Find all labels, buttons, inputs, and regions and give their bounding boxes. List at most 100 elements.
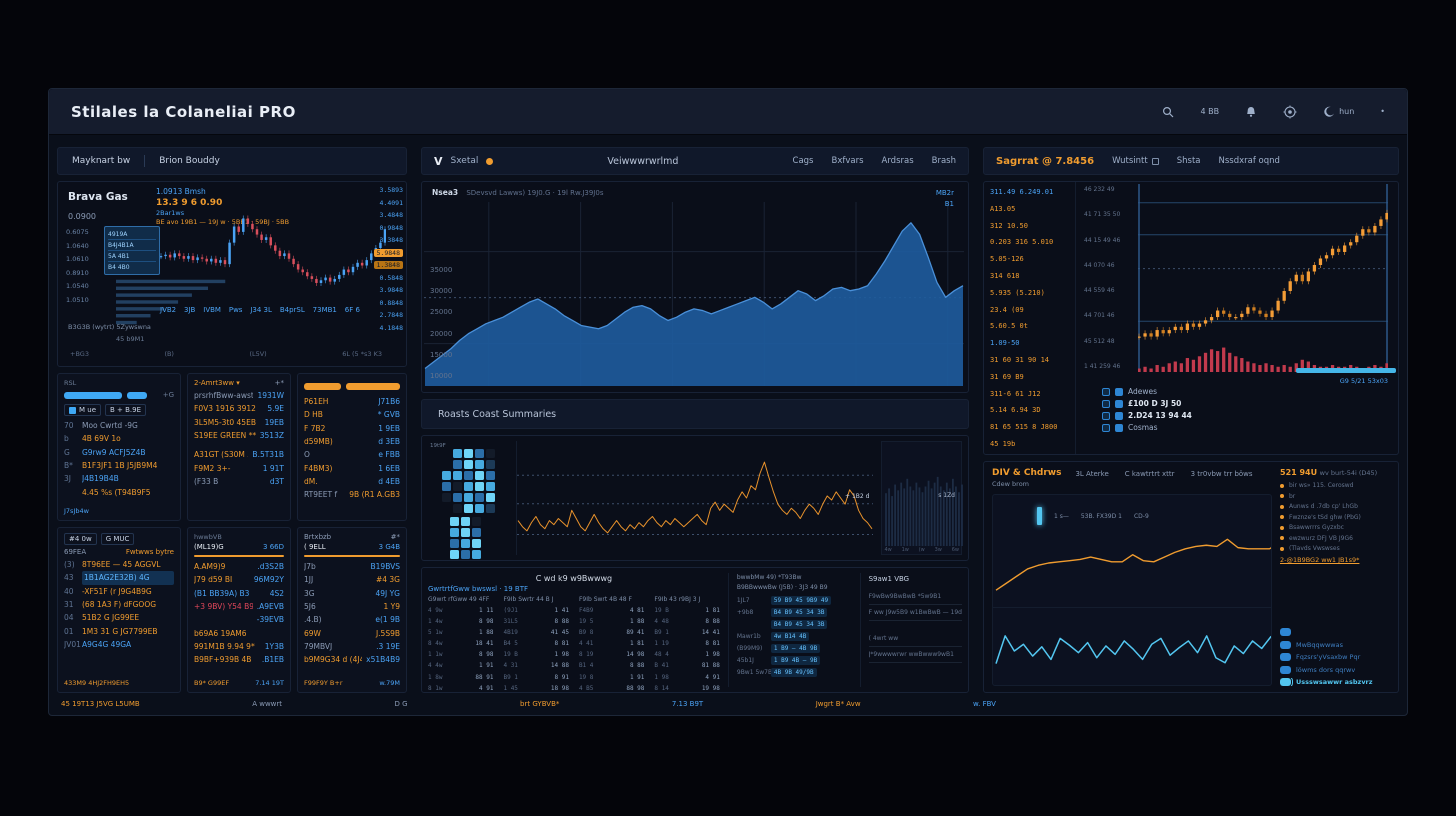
range-button[interactable]: Ardsras bbox=[881, 156, 914, 166]
ladder-price[interactable]: 2.7848 bbox=[379, 311, 403, 320]
tab-market[interactable]: Mayknart bw bbox=[72, 156, 131, 166]
app-link[interactable]: Fqzsrs'yVsaxbw Pqr bbox=[1280, 653, 1392, 661]
quote-row[interactable]: 23.4 (09 bbox=[990, 305, 1024, 314]
quote-row[interactable]: 1.09-50 bbox=[990, 339, 1020, 348]
ladder-price[interactable]: 0.9848 bbox=[379, 223, 403, 232]
quote-list: 311.49 6.249.01 A13.05 312 10.50 0.203 316 … bbox=[984, 182, 1076, 454]
card-title[interactable]: 2-Amrt3ww ▾ bbox=[194, 379, 240, 387]
card-plus[interactable]: #* bbox=[390, 533, 400, 541]
sidebar-link[interactable]: 2-@1B9BG2 ww1 JB1s9* bbox=[1280, 556, 1360, 564]
range-button[interactable]: Cags bbox=[792, 156, 814, 166]
panel-tab[interactable]: 3L Aterke bbox=[1075, 470, 1109, 478]
tab-watchlist[interactable]: Brion Bouddy bbox=[159, 156, 220, 166]
symbol-name[interactable]: Sxetal bbox=[450, 156, 479, 166]
quote-row[interactable]: 312 10.50 bbox=[990, 221, 1028, 230]
quote-row[interactable]: 5.60.5 0t bbox=[990, 322, 1028, 331]
chip-right[interactable]: G MUC bbox=[100, 533, 135, 545]
cell-a: 19 B bbox=[503, 651, 518, 659]
app-link[interactable]: löwms dors qqrwv bbox=[1280, 665, 1392, 674]
cell-a: B9 1 bbox=[654, 629, 669, 637]
app-link[interactable]: MwBqqwwwas bbox=[1280, 640, 1392, 649]
panel-tab[interactable]: C kawtrtrt xttr bbox=[1124, 470, 1175, 478]
chart-scrollbar[interactable] bbox=[1296, 368, 1396, 373]
legend-row[interactable]: £100 D 3J 50 bbox=[1102, 399, 1398, 408]
quote-row[interactable]: 31 69 B9 bbox=[990, 372, 1024, 381]
ladder-price[interactable]: 0.5848 bbox=[379, 273, 403, 282]
summary-line-chart[interactable] bbox=[517, 441, 874, 555]
app-link[interactable]: Ussswsawwr asbzvrz bbox=[1280, 678, 1392, 686]
quote-row[interactable]: 5.14 6.94 3D bbox=[990, 406, 1041, 415]
tooltip-line: 5A 4B1 bbox=[108, 251, 156, 262]
card-plus[interactable]: +* bbox=[274, 379, 284, 387]
left-candlestick-chart[interactable] bbox=[160, 190, 386, 302]
data-row: +3 9BV) Y54 B9B .A9EVB bbox=[194, 600, 284, 613]
tab-orders[interactable]: Nssdxraf oqnd bbox=[1218, 156, 1280, 166]
bullet-item[interactable]: (Tlavds Vwswses bbox=[1280, 545, 1392, 552]
legend-row[interactable]: 2.D24 13 94 44 bbox=[1102, 411, 1398, 420]
trend-line-chart[interactable] bbox=[995, 517, 1272, 609]
bell-icon[interactable] bbox=[1245, 106, 1257, 118]
ladder-price[interactable]: 3.4848 bbox=[379, 211, 403, 220]
table-row: B1 4 8 88 bbox=[579, 660, 644, 671]
quote-row[interactable]: 31 60 31 90 14 bbox=[990, 355, 1050, 364]
moon-icon[interactable]: hun bbox=[1323, 106, 1354, 118]
symbol-dropdown[interactable]: V bbox=[434, 154, 443, 168]
bullet-item[interactable]: Fwznze's tSd ghw (PbG) bbox=[1280, 514, 1392, 521]
bullet-item[interactable]: ewzwurz DFJ VB J9G6 bbox=[1280, 535, 1392, 542]
main-area-chart[interactable] bbox=[424, 202, 964, 386]
footer-right: w.79M bbox=[379, 679, 400, 687]
ladder-price[interactable]: 4.1848 bbox=[379, 323, 403, 332]
table-row: B9 1 8 91 bbox=[503, 672, 568, 683]
bullet-item[interactable]: br bbox=[1280, 493, 1392, 500]
bullet-item[interactable]: Aunws d .7db cp' LhGb bbox=[1280, 503, 1392, 510]
quote-row[interactable]: 81 65 515 8 J800 bbox=[990, 423, 1058, 432]
chip-left[interactable]: M ue bbox=[64, 404, 102, 416]
quote-row[interactable]: 45 19b bbox=[990, 439, 1016, 448]
oscillator-wave-chart[interactable] bbox=[995, 623, 1272, 679]
ladder-price[interactable]: 0.8848 bbox=[379, 298, 403, 307]
more-icon[interactable]: • bbox=[1380, 107, 1385, 116]
panel-tabs: 3L Aterke C kawtrtrt xttr 3 tr0vbw trr böw… bbox=[1075, 468, 1252, 478]
more-dot: • bbox=[1380, 107, 1385, 116]
y-axis-label: 30000 bbox=[430, 287, 453, 296]
settings-icon[interactable] bbox=[1283, 105, 1297, 119]
ladder-price[interactable]: 1.3848 bbox=[373, 261, 403, 270]
data-row: D HB * GVB bbox=[304, 408, 400, 421]
panel-tab[interactable]: 3 tr0vbw trr böws bbox=[1190, 470, 1253, 478]
chip-left[interactable]: #4 0w bbox=[64, 533, 97, 545]
progress-bar-short bbox=[127, 391, 147, 399]
tab-watchlist-right[interactable]: Wutsintt bbox=[1112, 156, 1159, 166]
row-label: 3G bbox=[304, 588, 315, 598]
chip-right[interactable]: B + B.9E bbox=[105, 404, 147, 416]
quote-row[interactable]: 5.05-126 bbox=[990, 255, 1024, 264]
search-icon[interactable] bbox=[1162, 106, 1174, 118]
app-link[interactable] bbox=[1280, 628, 1392, 636]
app-links: MwBqqwwwas Fqzsrs'yVsaxbw Pqr löwms dors q… bbox=[1280, 628, 1392, 686]
legend-row[interactable]: Adewes bbox=[1102, 387, 1398, 396]
quote-row[interactable]: 5.935 (5.210) bbox=[990, 288, 1045, 297]
range-button[interactable]: Bxfvars bbox=[831, 156, 864, 166]
right-candlestick-chart[interactable] bbox=[1138, 184, 1388, 372]
cell-a: 4B19 bbox=[503, 629, 518, 637]
bullet-item[interactable]: bir ws» 115. Ceroswd bbox=[1280, 482, 1392, 489]
data-row: b9M9G34 d (4J4B9 x51B4B9 bbox=[304, 653, 400, 666]
bullet-item[interactable]: Bsawwrrrs Gyzxbc bbox=[1280, 524, 1392, 531]
tab-share[interactable]: Shsta bbox=[1176, 156, 1201, 166]
quote-row[interactable]: 314 618 bbox=[990, 271, 1020, 280]
legend-info: SDevsvd Lawws) 19J0.G · 19l Rw.J39J0s bbox=[466, 189, 604, 197]
ladder-price[interactable]: 5.9848 bbox=[373, 248, 403, 257]
ladder-price[interactable]: 3.3848 bbox=[379, 236, 403, 245]
notification-badge[interactable]: 4 BB bbox=[1200, 107, 1219, 116]
ladder-price[interactable]: 4.4091 bbox=[379, 198, 403, 207]
ladder-price[interactable]: 3.5893 bbox=[379, 186, 403, 194]
range-button[interactable]: Brash bbox=[931, 156, 956, 166]
card-footer: B9* G99EF 7.14 19T bbox=[194, 679, 284, 687]
legend-row[interactable]: Cosmas bbox=[1102, 423, 1398, 432]
quote-row[interactable]: A13.05 bbox=[990, 204, 1016, 213]
ladder-price[interactable]: 3.9848 bbox=[379, 286, 403, 295]
add-button[interactable]: +G bbox=[162, 391, 174, 399]
quote-row[interactable]: 0.203 316 5.010 bbox=[990, 238, 1054, 247]
cloud-icon bbox=[1280, 678, 1293, 686]
quote-row[interactable]: 311-6 61 J12 bbox=[990, 389, 1041, 398]
quote-row[interactable]: 311.49 6.249.01 bbox=[990, 188, 1054, 196]
